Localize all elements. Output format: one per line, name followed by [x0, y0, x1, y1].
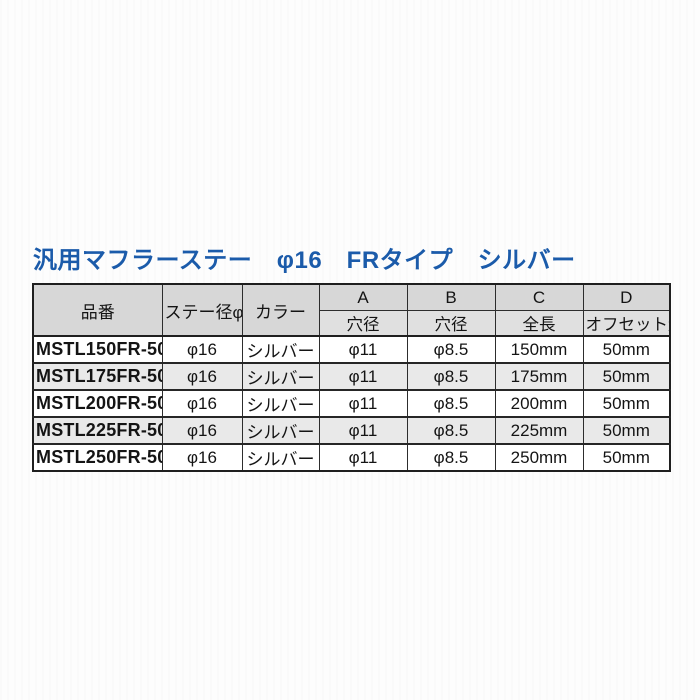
cell-a-hole-diameter: φ11 [318, 362, 408, 391]
cell-b-hole-diameter: φ8.5 [406, 389, 496, 418]
cell-color: シルバー [241, 335, 320, 364]
cell-part-number: MSTL225FR-50 [32, 416, 163, 445]
cell-c-overall-length: 225mm [494, 416, 584, 445]
col-header-color: カラー [241, 283, 320, 337]
table-row: MSTL150FR-50 φ16 シルバー φ11 φ8.5 150mm 50m… [32, 335, 671, 364]
col-header-stay-diameter: ステー径φ [161, 283, 243, 337]
col-subheader-b-hole-diameter: 穴径 [406, 310, 496, 337]
cell-b-hole-diameter: φ8.5 [406, 362, 496, 391]
cell-d-offset: 50mm [582, 335, 671, 364]
table-row: MSTL225FR-50 φ16 シルバー φ11 φ8.5 225mm 50m… [32, 416, 671, 445]
cell-color: シルバー [241, 443, 320, 472]
col-subheader-a-hole-diameter: 穴径 [318, 310, 408, 337]
table-row: MSTL250FR-50 φ16 シルバー φ11 φ8.5 250mm 50m… [32, 443, 671, 472]
cell-part-number: MSTL250FR-50 [32, 443, 163, 472]
cell-a-hole-diameter: φ11 [318, 416, 408, 445]
header-row-main: 品番 ステー径φ カラー A B C D [32, 283, 671, 337]
cell-a-hole-diameter: φ11 [318, 389, 408, 418]
cell-stay-diameter: φ16 [161, 362, 243, 391]
cell-c-overall-length: 150mm [494, 335, 584, 364]
cell-color: シルバー [241, 362, 320, 391]
cell-d-offset: 50mm [582, 416, 671, 445]
spec-table-body: MSTL150FR-50 φ16 シルバー φ11 φ8.5 150mm 50m… [32, 335, 671, 472]
cell-color: シルバー [241, 416, 320, 445]
cell-part-number: MSTL150FR-50 [32, 335, 163, 364]
table-row: MSTL175FR-50 φ16 シルバー φ11 φ8.5 175mm 50m… [32, 362, 671, 391]
cell-part-number: MSTL200FR-50 [32, 389, 163, 418]
cell-b-hole-diameter: φ8.5 [406, 335, 496, 364]
cell-d-offset: 50mm [582, 443, 671, 472]
spec-table-header: 品番 ステー径φ カラー A B C D 穴径 穴径 全長 オフセット量 [32, 283, 671, 337]
cell-stay-diameter: φ16 [161, 335, 243, 364]
cell-stay-diameter: φ16 [161, 389, 243, 418]
cell-part-number: MSTL175FR-50 [32, 362, 163, 391]
table-row: MSTL200FR-50 φ16 シルバー φ11 φ8.5 200mm 50m… [32, 389, 671, 418]
cell-d-offset: 50mm [582, 389, 671, 418]
col-header-c: C [494, 283, 584, 311]
col-header-a: A [318, 283, 408, 311]
page-title: 汎用マフラーステー φ16 FRタイプ シルバー [33, 247, 576, 274]
cell-a-hole-diameter: φ11 [318, 443, 408, 472]
cell-color: シルバー [241, 389, 320, 418]
col-header-b: B [406, 283, 496, 311]
col-header-d: D [582, 283, 671, 311]
cell-c-overall-length: 175mm [494, 362, 584, 391]
col-subheader-d-offset: オフセット量 [582, 310, 671, 337]
cell-stay-diameter: φ16 [161, 416, 243, 445]
cell-a-hole-diameter: φ11 [318, 335, 408, 364]
spec-table: 品番 ステー径φ カラー A B C D 穴径 穴径 全長 オフセット量 MST… [32, 283, 671, 472]
cell-b-hole-diameter: φ8.5 [406, 443, 496, 472]
cell-b-hole-diameter: φ8.5 [406, 416, 496, 445]
cell-c-overall-length: 250mm [494, 443, 584, 472]
col-header-part-number: 品番 [32, 283, 163, 337]
cell-stay-diameter: φ16 [161, 443, 243, 472]
header-row-sub: 穴径 穴径 全長 オフセット量 [33, 310, 671, 337]
cell-c-overall-length: 200mm [494, 389, 584, 418]
cell-d-offset: 50mm [582, 362, 671, 391]
col-subheader-c-overall-length: 全長 [494, 310, 584, 337]
